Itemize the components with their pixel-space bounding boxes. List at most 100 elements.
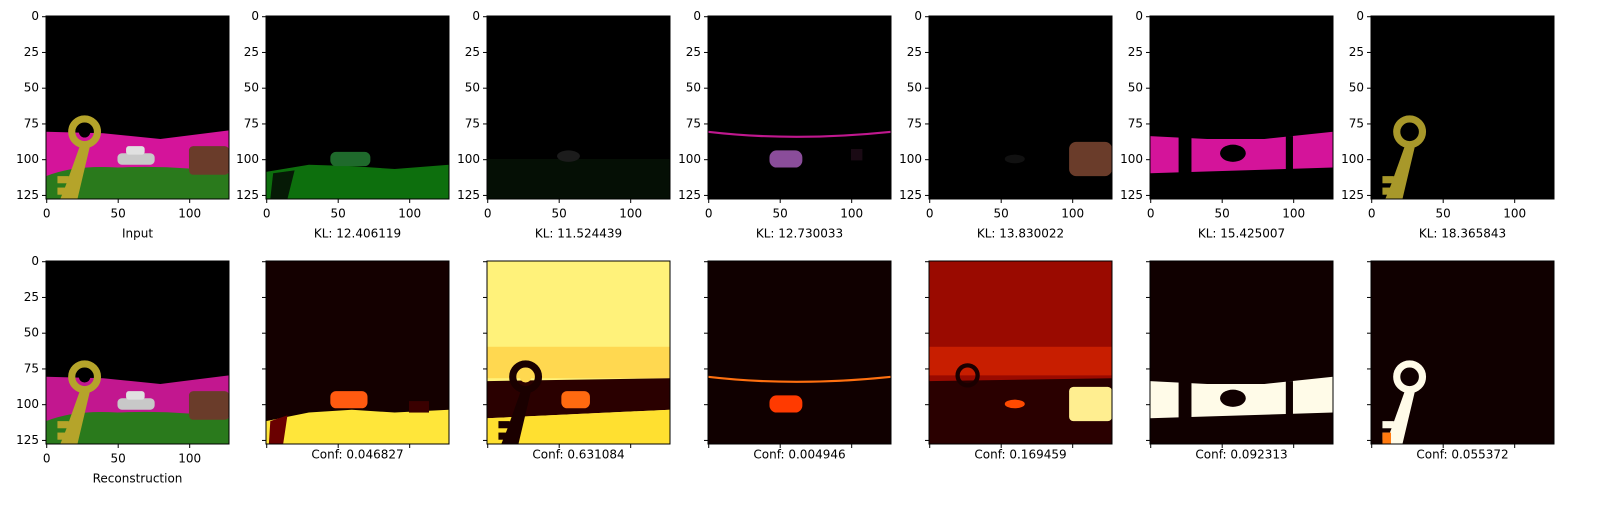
y-tick-label: 100 — [457, 152, 480, 166]
caption: KL: 11.524439 — [535, 227, 622, 241]
y-tick-label: 75 — [907, 116, 922, 130]
y-tick-label: 0 — [693, 9, 701, 23]
image — [487, 16, 670, 199]
x-tick-label: 100 — [1503, 207, 1526, 221]
x-tick-label: 100 — [840, 207, 863, 221]
y-tick-label: 50 — [24, 81, 39, 95]
panel: 0 50 100 0 25 50 75 100 125 Input — [16, 9, 230, 241]
axes-frame — [265, 260, 450, 445]
axes-frame — [1370, 15, 1555, 200]
caption: KL: 15.425007 — [1198, 227, 1285, 241]
panel: 0 50 100 0 25 50 75 100 125 KL: 12.730033 — [678, 9, 892, 241]
x-tick-label: 50 — [552, 207, 567, 221]
y-tick-label: 50 — [244, 81, 259, 95]
caption: Conf: 0.092313 — [1195, 448, 1287, 462]
y-tick-label: 0 — [472, 9, 480, 23]
y-tick-label: 100 — [16, 152, 39, 166]
y-tick-label: 75 — [1128, 116, 1143, 130]
y-tick-label: 100 — [899, 152, 922, 166]
axes-frame — [45, 260, 230, 445]
image — [1371, 16, 1554, 199]
y-tick-label: 0 — [1135, 9, 1143, 23]
caption: Conf: 0.055372 — [1416, 448, 1508, 462]
y-tick-label: 100 — [236, 152, 259, 166]
axes-frame — [1149, 260, 1334, 445]
x-tick-label: 100 — [1282, 207, 1305, 221]
image — [708, 16, 891, 199]
y-tick-label: 125 — [16, 188, 39, 202]
y-tick-label: 125 — [236, 188, 259, 202]
x-tick-label: 0 — [1147, 207, 1155, 221]
y-tick-label: 125 — [678, 188, 701, 202]
y-tick-label: 25 — [244, 45, 259, 59]
x-tick-label: 50 — [111, 452, 126, 466]
x-tick-label: 100 — [619, 207, 642, 221]
y-tick-label: 100 — [678, 152, 701, 166]
axes-frame — [707, 15, 892, 200]
panel: Conf: 0.631084 — [483, 260, 671, 462]
panel: 0 50 100 0 25 50 75 100 125 Reconstruction — [16, 254, 230, 486]
image — [1150, 261, 1333, 444]
x-tick-label: 100 — [1061, 207, 1084, 221]
x-tick-label: 0 — [43, 452, 51, 466]
axes-frame — [928, 260, 1113, 445]
panel: Conf: 0.004946 — [704, 260, 892, 462]
x-tick-label: 100 — [398, 207, 421, 221]
x-tick-label: 0 — [484, 207, 492, 221]
y-tick-label: 75 — [24, 361, 39, 375]
y-tick-label: 0 — [251, 9, 259, 23]
y-tick-label: 25 — [24, 45, 39, 59]
caption: Conf: 0.169459 — [974, 448, 1066, 462]
axes-frame — [928, 15, 1113, 200]
axes-frame — [45, 15, 230, 200]
axes-frame — [1370, 260, 1555, 445]
y-tick-label: 25 — [1349, 45, 1364, 59]
y-tick-label: 75 — [1349, 116, 1364, 130]
caption: Input — [122, 227, 153, 241]
caption: Conf: 0.046827 — [311, 448, 403, 462]
image — [46, 16, 229, 199]
panel: 0 50 100 0 25 50 75 100 125 KL: 13.830022 — [899, 9, 1113, 241]
axes-frame — [707, 260, 892, 445]
y-tick-label: 125 — [1341, 188, 1364, 202]
y-tick-label: 100 — [1120, 152, 1143, 166]
caption: KL: 12.730033 — [756, 227, 843, 241]
y-tick-label: 0 — [914, 9, 922, 23]
x-tick-label: 0 — [43, 207, 51, 221]
panel: Conf: 0.169459 — [925, 260, 1113, 462]
caption: Reconstruction — [93, 472, 183, 486]
x-tick-label: 100 — [178, 452, 201, 466]
y-tick-label: 50 — [465, 81, 480, 95]
y-tick-label: 100 — [1341, 152, 1364, 166]
image — [708, 261, 891, 444]
y-tick-label: 25 — [465, 45, 480, 59]
x-tick-label: 50 — [1436, 207, 1451, 221]
axes-frame — [265, 15, 450, 200]
y-tick-label: 25 — [907, 45, 922, 59]
caption: KL: 18.365843 — [1419, 227, 1506, 241]
y-tick-label: 50 — [907, 81, 922, 95]
image — [487, 261, 670, 444]
y-tick-label: 75 — [24, 116, 39, 130]
x-tick-label: 50 — [773, 207, 788, 221]
x-tick-label: 50 — [331, 207, 346, 221]
axes-frame — [486, 260, 671, 445]
panel: Conf: 0.055372 — [1367, 260, 1555, 462]
x-tick-label: 50 — [111, 207, 126, 221]
y-tick-label: 0 — [1356, 9, 1364, 23]
caption: KL: 12.406119 — [314, 227, 401, 241]
x-tick-label: 50 — [994, 207, 1009, 221]
y-tick-label: 125 — [457, 188, 480, 202]
y-tick-label: 75 — [244, 116, 259, 130]
image — [46, 261, 229, 444]
y-tick-label: 100 — [16, 397, 39, 411]
panel: 0 50 100 0 25 50 75 100 125 KL: 12.406119 — [236, 9, 450, 241]
x-tick-label: 0 — [263, 207, 271, 221]
y-tick-label: 25 — [686, 45, 701, 59]
image — [1371, 261, 1554, 444]
y-tick-label: 0 — [31, 9, 39, 23]
caption: KL: 13.830022 — [977, 227, 1064, 241]
